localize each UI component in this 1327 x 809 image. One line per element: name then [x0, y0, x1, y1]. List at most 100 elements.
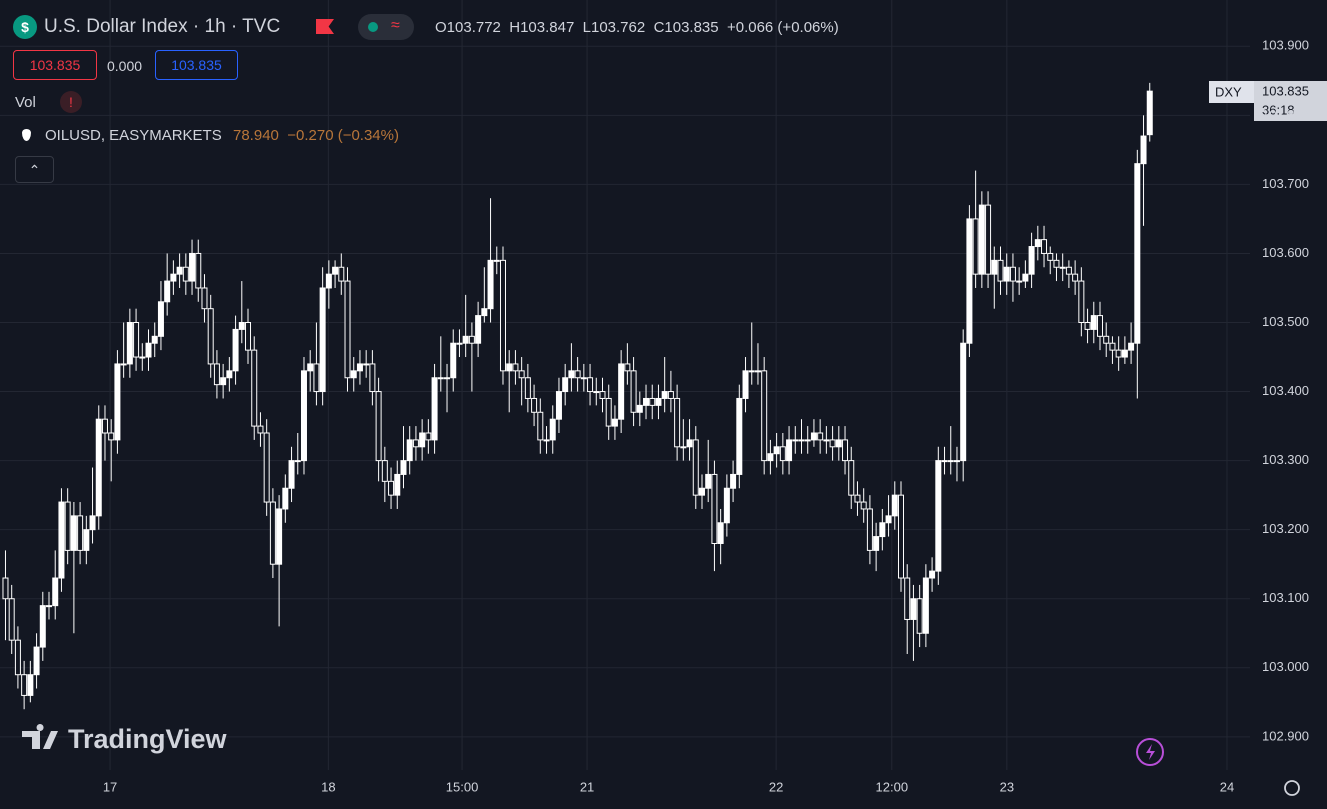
candle-body	[537, 411, 544, 441]
candle-body	[879, 522, 886, 538]
candle-body	[897, 494, 904, 579]
status-pill[interactable]: ≈	[358, 14, 414, 40]
candle-body	[1028, 246, 1035, 275]
candle-body	[21, 674, 28, 696]
candle-body	[1009, 266, 1016, 282]
candle-body	[754, 370, 761, 373]
symbol-title[interactable]: U.S. Dollar Index · 1h · TVC	[44, 16, 281, 37]
candle-body	[655, 397, 662, 406]
candle-body	[568, 370, 575, 379]
candle-body	[929, 570, 936, 579]
candle-body	[213, 363, 220, 386]
candle-body	[810, 432, 817, 441]
candle-body	[904, 577, 911, 620]
candle-body	[842, 439, 849, 462]
x-tick-label: 24	[1220, 779, 1234, 794]
candle-body	[269, 501, 276, 565]
lightning-button[interactable]	[1136, 738, 1164, 766]
candle-body	[344, 280, 351, 379]
overlay-values: 78.940 −0.270 (−0.34%)	[233, 127, 399, 144]
candle-body	[885, 515, 892, 524]
candle-body	[437, 377, 444, 380]
candle-body	[711, 473, 718, 544]
candle-body	[338, 266, 345, 282]
candle-body	[456, 342, 463, 345]
candle-body	[705, 473, 712, 489]
candle-body	[288, 460, 295, 489]
buy-button[interactable]: 103.835	[155, 50, 238, 80]
candle-body	[1103, 335, 1110, 344]
candle-body	[667, 391, 674, 399]
candle-body	[388, 480, 395, 496]
candle-body	[649, 397, 656, 406]
candle-body	[412, 439, 419, 448]
candle-body	[636, 404, 643, 413]
candle-body	[748, 370, 755, 373]
candle-body	[1003, 266, 1010, 282]
candle-body	[46, 605, 53, 608]
candle-body	[257, 425, 264, 434]
candle-body	[916, 598, 923, 634]
volume-label[interactable]: Vol	[15, 94, 36, 111]
candle-body	[8, 598, 15, 641]
candle-body	[325, 273, 332, 289]
sell-button[interactable]: 103.835	[13, 50, 97, 80]
candle-body	[375, 391, 382, 462]
candle-body	[238, 322, 245, 330]
candle-body	[997, 259, 1004, 282]
drop-icon	[22, 129, 31, 141]
candle-body	[145, 342, 152, 358]
y-tick-label: 103.500	[1262, 314, 1309, 329]
candle-body	[499, 259, 506, 372]
x-tick-label: 15:00	[446, 779, 479, 794]
candle-body	[991, 259, 998, 275]
price-tag-price: 103.835	[1262, 83, 1309, 98]
candle-body	[363, 363, 370, 366]
candle-body	[960, 342, 967, 462]
candle-body	[450, 342, 457, 379]
candle-body	[935, 460, 942, 572]
candle-body	[1065, 266, 1072, 275]
candle-body	[873, 536, 880, 551]
candle-body	[891, 494, 898, 517]
volume-alert[interactable]: !	[60, 91, 82, 113]
candle-body	[1047, 252, 1054, 261]
candle-body	[1022, 273, 1029, 282]
candle-body	[394, 473, 401, 496]
candle-body	[618, 363, 625, 420]
spread: 0.000	[107, 58, 143, 74]
candle-body	[549, 418, 556, 441]
candle-body	[605, 397, 612, 427]
candle-body	[1041, 239, 1048, 254]
candle-body	[823, 439, 830, 442]
candle-body	[860, 501, 867, 510]
status-wave: ≈	[391, 17, 400, 34]
price-tag-symbol-bg	[1209, 81, 1254, 103]
candle-body	[170, 273, 177, 282]
candle-body	[27, 674, 34, 696]
candle-body	[829, 439, 836, 448]
candle-body	[33, 646, 40, 676]
candle-body	[1140, 135, 1147, 165]
candle-body	[524, 377, 531, 399]
settings-button[interactable]	[1284, 780, 1300, 796]
candle-body	[698, 487, 705, 496]
candle-body	[101, 418, 108, 434]
candle-body	[941, 460, 948, 463]
x-tick-label: 17	[103, 779, 117, 794]
candle-body	[356, 363, 363, 372]
candle-body	[1121, 349, 1128, 358]
candle-body	[953, 460, 960, 463]
overlay-symbol[interactable]: OILUSD, EASYMARKETS	[45, 127, 222, 144]
candle-body	[1034, 239, 1041, 248]
candle-body	[182, 266, 189, 282]
candle-body	[64, 501, 71, 551]
price-tag-countdown: 36:18	[1262, 102, 1295, 117]
candle-body	[531, 397, 538, 413]
candle-body	[1016, 280, 1023, 283]
candle-body	[587, 377, 594, 393]
candle-body	[736, 397, 743, 475]
candle-body	[400, 460, 407, 475]
ohlc: O103.772 H103.847 L103.762 C103.835 +0.0…	[435, 19, 839, 36]
collapse-button[interactable]: ⌃	[15, 156, 54, 183]
